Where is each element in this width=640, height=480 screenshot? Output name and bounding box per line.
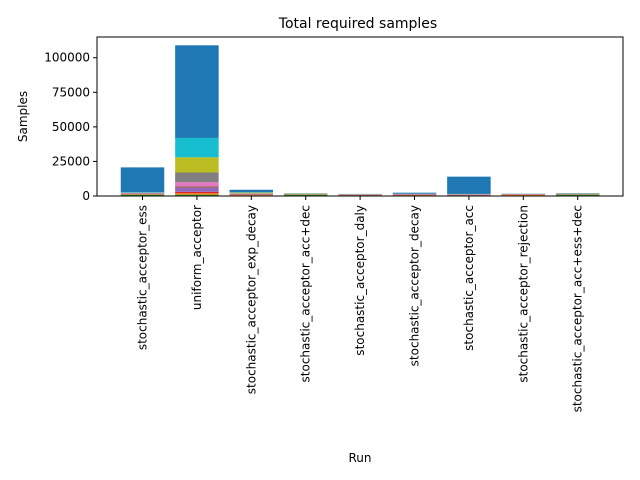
bar-segment-8-2 bbox=[501, 194, 546, 196]
x-tick-label: uniform_acceptor bbox=[190, 205, 204, 310]
bar-segment-7-10 bbox=[447, 176, 491, 194]
y-tick-label: 0 bbox=[82, 189, 90, 203]
plot-frame bbox=[96, 36, 624, 197]
bar-segment-1-10 bbox=[120, 167, 165, 193]
x-tick-label: stochastic_acceptor_daly bbox=[353, 205, 367, 356]
bar-segment-2-9 bbox=[175, 137, 219, 158]
bars-group bbox=[120, 45, 600, 196]
bar-segment-1-1 bbox=[120, 194, 165, 196]
y-tick-label: 50000 bbox=[52, 120, 90, 134]
bar-segment-2-7 bbox=[175, 172, 219, 183]
y-tick-label: 100000 bbox=[44, 51, 90, 65]
x-axis-label: Run bbox=[348, 451, 371, 465]
y-axis-label: Samples bbox=[16, 91, 30, 142]
y-tick-label: 25000 bbox=[52, 154, 90, 168]
bar-segment-2-8 bbox=[175, 157, 219, 173]
bar-segment-9-1 bbox=[555, 194, 600, 196]
bar-segment-2-2 bbox=[175, 193, 219, 195]
y-tick-label: 75000 bbox=[52, 85, 90, 99]
x-tick-label: stochastic_acceptor_rejection bbox=[516, 205, 530, 383]
bar-segment-2-1 bbox=[175, 194, 219, 196]
bar-segment-3-8 bbox=[229, 192, 274, 194]
x-tick-label: stochastic_acceptor_acc bbox=[462, 205, 476, 351]
bar-segment-2-5 bbox=[175, 186, 219, 188]
x-tick-label: stochastic_acceptor_acc+dec bbox=[299, 205, 313, 382]
bar-segment-2-3 bbox=[175, 191, 219, 194]
chart-title: Total required samples bbox=[278, 16, 437, 32]
x-axis: stochastic_acceptor_ess uniform_acceptor s… bbox=[136, 196, 585, 412]
x-tick-label: stochastic_acceptor_ess bbox=[136, 205, 150, 350]
x-tick-label: stochastic_acceptor_decay bbox=[408, 205, 422, 366]
x-tick-label: stochastic_acceptor_exp_decay bbox=[244, 205, 258, 394]
bar-segment-3-10 bbox=[229, 189, 274, 193]
bar-segment-2-4 bbox=[175, 187, 219, 192]
x-tick-label: stochastic_acceptor_acc+ess+dec bbox=[571, 205, 585, 412]
bar-segment-2-10 bbox=[175, 45, 219, 138]
bar-segment-6-10 bbox=[392, 192, 437, 194]
y-axis: 0 25000 50000 75000 100000 bbox=[44, 51, 97, 203]
bar-segment-4-1 bbox=[283, 194, 328, 196]
bar-segment-2-6 bbox=[175, 182, 219, 187]
